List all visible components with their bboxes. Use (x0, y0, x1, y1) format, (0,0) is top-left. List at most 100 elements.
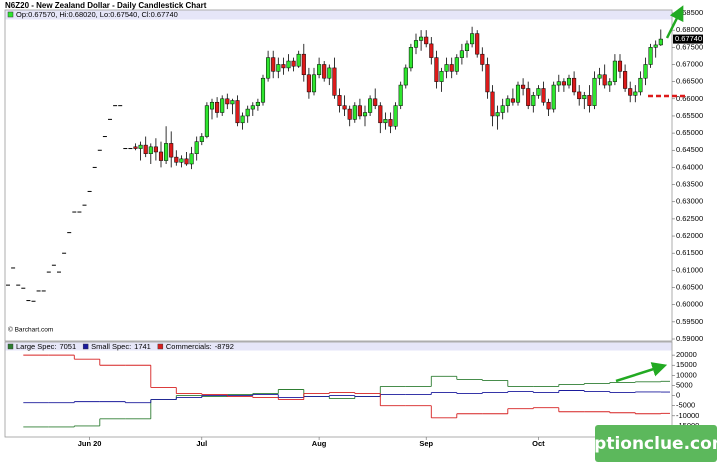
candle-body (235, 100, 240, 124)
candle-body (194, 141, 199, 154)
y-tick-label: -5000 (676, 401, 695, 410)
chart-title: N6Z20 - New Zealand Dollar - Daily Candl… (5, 1, 207, 10)
candle-body (526, 88, 531, 106)
candle-body (311, 74, 317, 93)
legend-name: Small Spec: (91, 342, 131, 351)
candle-body (515, 84, 521, 103)
y-tick-label: 0.62500 (676, 214, 703, 223)
candle-body (184, 158, 189, 165)
candle-body (225, 98, 230, 105)
candle-body (459, 50, 464, 58)
candle-body (383, 119, 388, 124)
candle-body (169, 143, 174, 158)
candle-body (566, 77, 572, 86)
candle-body (337, 95, 342, 106)
candle-body (607, 81, 612, 86)
candle-body (587, 95, 592, 106)
last-price-label: 0.67740 (675, 34, 702, 43)
candle-body (505, 98, 510, 106)
y-tick-label: 0.61000 (676, 265, 703, 274)
candle-body (352, 105, 357, 120)
candle-body (347, 108, 352, 120)
candle-body (638, 77, 643, 93)
price-panel (4, 9, 673, 342)
y-tick-label: 0.61500 (676, 248, 703, 257)
candle-body (240, 115, 245, 124)
candle-body (444, 64, 449, 72)
candle-body (357, 105, 362, 117)
candle-body (255, 101, 260, 106)
last-price-box (673, 34, 703, 44)
candle-body (541, 88, 546, 103)
source-label: © Barchart.com (8, 326, 53, 334)
candle-body (368, 98, 373, 113)
candle-body (408, 47, 413, 69)
candle-body (148, 146, 153, 154)
candle-body (464, 43, 470, 51)
legend-entry: Commercials: -8792 (166, 342, 234, 351)
legend-value: 7051 (59, 342, 76, 351)
candle-body (648, 47, 653, 65)
y-tick-label: 0.66500 (676, 77, 703, 86)
candle-body (480, 53, 485, 65)
candle-body (551, 84, 556, 110)
candle-body (617, 60, 623, 72)
candle-body (475, 33, 480, 55)
candle-body (500, 105, 505, 113)
candle-body (572, 77, 577, 93)
y-tick-label: 0.64000 (676, 162, 703, 171)
legend-swatch (82, 343, 89, 350)
candle-body (429, 43, 434, 58)
legend-swatch (7, 343, 14, 350)
candle-body (317, 64, 322, 76)
candle-body (301, 53, 306, 76)
candle-body (199, 136, 204, 142)
candle-body (485, 64, 490, 93)
watermark-box (595, 425, 717, 462)
candle-body (561, 81, 566, 86)
candle-body (556, 81, 561, 86)
candle-body (495, 112, 500, 117)
candle-body (266, 57, 271, 79)
candle-body (658, 38, 663, 46)
arrow-up (665, 5, 684, 39)
candle-body (138, 144, 143, 149)
cot-legend: Large Spec: 7051 Small Spec: 1741 Commercial… (7, 342, 234, 351)
candle-body (434, 57, 439, 82)
candle-body (653, 44, 658, 48)
y-tick-label: 0.60500 (676, 283, 703, 292)
candle-body (413, 40, 419, 48)
candle-body (220, 98, 225, 113)
candle-body (342, 105, 347, 110)
x-tick-label: Sep (419, 439, 433, 448)
candle-body (322, 64, 327, 79)
candle-body (536, 88, 541, 96)
legend-band (5, 10, 672, 20)
candle-body (362, 112, 368, 117)
y-tick-label: 0.63000 (676, 197, 703, 206)
candle-body (612, 60, 617, 82)
y-tick-label: 0.68500 (676, 8, 703, 17)
arrow-up (615, 362, 668, 383)
candle-body (174, 156, 179, 163)
watermark: optionclue.com (582, 434, 720, 454)
candle-body (470, 33, 475, 45)
candle-body (276, 64, 281, 72)
candle-body (623, 71, 628, 89)
legend-value: -8792 (215, 342, 234, 351)
candle-body (179, 158, 184, 163)
candle-body (633, 91, 638, 96)
x-tick-label: Jun 20 (78, 439, 102, 448)
candle-body (332, 67, 337, 96)
candle-body (260, 77, 266, 103)
candle-body (373, 98, 378, 106)
y-tick-label: 0.67000 (676, 59, 703, 68)
x-tick-label: Aug (312, 439, 327, 448)
candle-body (531, 95, 536, 106)
candle-body (133, 146, 138, 149)
legend-swatch (7, 11, 14, 18)
candle-body (291, 60, 296, 67)
y-tick-label: 0.65000 (676, 128, 703, 137)
candle-body (281, 64, 286, 69)
y-tick-label: -10000 (676, 411, 699, 420)
